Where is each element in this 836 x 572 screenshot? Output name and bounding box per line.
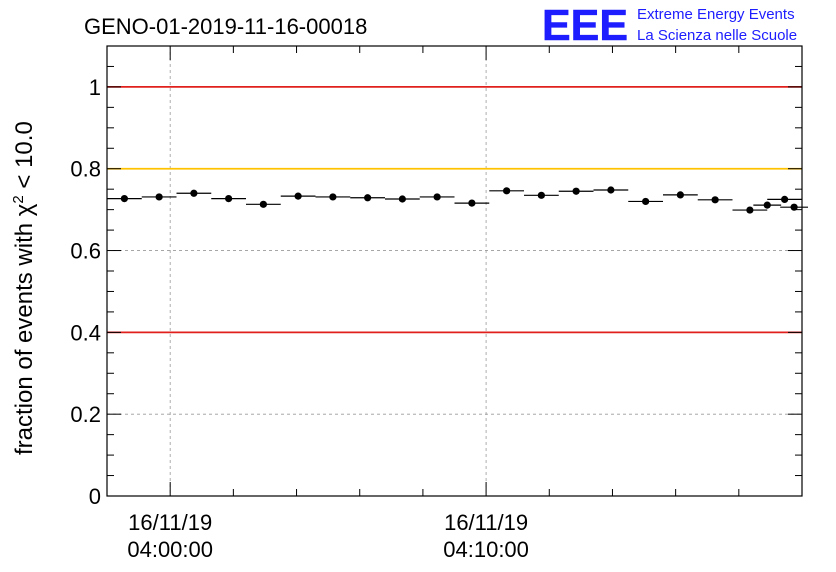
data-point [607, 186, 615, 194]
data-point [676, 191, 684, 199]
data-point [790, 203, 798, 211]
eee-logo-mark: EEE [542, 1, 628, 50]
data-point [398, 195, 406, 203]
logo-line-2: La Scienza nelle Scuole [637, 27, 797, 44]
data-point [642, 197, 650, 206]
x-tick-label-date: 16/11/19 [128, 510, 212, 535]
data-point [781, 195, 789, 204]
data-points [107, 186, 809, 214]
data-point [364, 194, 372, 202]
data-point [120, 194, 128, 203]
data-point [190, 189, 198, 197]
data-point [433, 193, 441, 201]
eee-logo: EEE Extreme Energy Events La Scienza nel… [542, 1, 797, 51]
data-point [537, 191, 545, 199]
data-point [225, 194, 233, 203]
y-tick-label: 0.8 [70, 157, 101, 182]
data-point [468, 199, 476, 207]
data-point [329, 193, 337, 201]
y-axis-label: fraction of events with χ2 < 10.0 [10, 121, 38, 455]
logo-line-1: Extreme Energy Events [637, 6, 795, 23]
data-point [294, 192, 302, 200]
grid-lines [107, 46, 802, 496]
y-tick-label: 0 [89, 484, 101, 509]
chart-title: GENO-01-2019-11-16-00018 [84, 14, 367, 39]
data-point [572, 187, 580, 195]
y-tick-label: 0.2 [70, 402, 101, 427]
data-point [155, 193, 163, 201]
data-point [711, 196, 719, 204]
y-tick-label: 0.4 [70, 320, 101, 345]
y-tick-label: 0.6 [70, 239, 101, 264]
plot-frame [106, 45, 803, 497]
reference-lines [107, 86, 802, 334]
y-tick-label: 1 [89, 75, 101, 100]
x-tick-label-date: 16/11/19 [444, 510, 528, 535]
data-point [503, 187, 511, 195]
x-tick-label-time: 04:00:00 [127, 537, 213, 562]
data-point [763, 201, 771, 209]
data-point [259, 200, 267, 208]
x-tick-label-time: 04:10:00 [443, 537, 529, 562]
axis-ticks: 0 0.2 0.4 0.6 0.8 1 [70, 45, 802, 509]
data-point [746, 206, 754, 214]
